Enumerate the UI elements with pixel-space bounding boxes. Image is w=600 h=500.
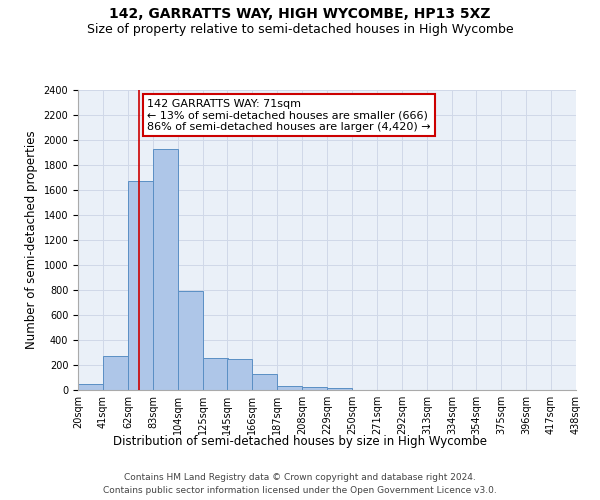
Text: Contains HM Land Registry data © Crown copyright and database right 2024.: Contains HM Land Registry data © Crown c… [124,472,476,482]
Bar [302,387,327,390]
Text: Size of property relative to semi-detached houses in High Wycombe: Size of property relative to semi-detach… [86,22,514,36]
Bar [277,386,302,390]
Bar [153,149,178,390]
Text: 142 GARRATTS WAY: 71sqm
← 13% of semi-detached houses are smaller (666)
86% of s: 142 GARRATTS WAY: 71sqm ← 13% of semi-de… [147,99,431,132]
Bar [203,358,228,390]
Y-axis label: Number of semi-detached properties: Number of semi-detached properties [25,130,38,350]
Bar [227,359,252,390]
Text: 142, GARRATTS WAY, HIGH WYCOMBE, HP13 5XZ: 142, GARRATTS WAY, HIGH WYCOMBE, HP13 5X… [109,8,491,22]
Text: Distribution of semi-detached houses by size in High Wycombe: Distribution of semi-detached houses by … [113,435,487,448]
Text: Contains public sector information licensed under the Open Government Licence v3: Contains public sector information licen… [103,486,497,495]
Bar [252,374,277,390]
Bar [178,291,203,390]
Bar [103,356,128,390]
Bar [128,181,153,390]
Bar [78,384,103,390]
Bar [327,388,352,390]
